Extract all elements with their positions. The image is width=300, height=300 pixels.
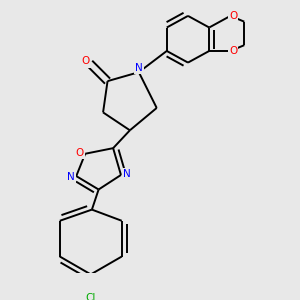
Text: O: O	[229, 11, 237, 21]
Text: O: O	[76, 148, 84, 158]
Text: N: N	[135, 63, 143, 73]
Text: O: O	[229, 46, 237, 56]
Text: N: N	[123, 169, 130, 179]
Text: Cl: Cl	[85, 293, 96, 300]
Text: N: N	[67, 172, 75, 182]
Text: O: O	[82, 56, 90, 67]
